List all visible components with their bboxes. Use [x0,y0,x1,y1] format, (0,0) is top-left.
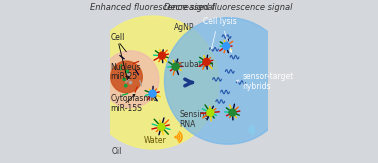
Circle shape [223,43,230,50]
Circle shape [123,78,125,81]
Text: miR-25: miR-25 [111,72,138,81]
Circle shape [207,109,214,116]
Circle shape [158,123,165,130]
Text: Oil: Oil [112,147,122,156]
Circle shape [203,59,210,65]
Circle shape [248,129,249,131]
Circle shape [86,16,219,149]
Text: miR-15S: miR-15S [111,104,143,113]
Circle shape [159,52,166,59]
Text: Incubation: Incubation [173,60,214,69]
Text: Enhanced fluorescence signal: Enhanced fluorescence signal [90,3,215,12]
Text: Nucleus: Nucleus [111,63,141,72]
Circle shape [149,90,156,97]
Circle shape [126,70,129,73]
Circle shape [124,84,127,87]
Circle shape [164,18,291,144]
Text: hybrids: hybrids [242,82,271,91]
Circle shape [129,81,132,84]
Circle shape [229,109,236,116]
Circle shape [175,136,176,138]
Text: RNA: RNA [179,120,195,129]
Circle shape [111,61,143,93]
Circle shape [172,63,179,70]
Text: Cell: Cell [111,33,125,42]
Circle shape [102,51,159,108]
Text: AgNP: AgNP [174,23,194,32]
Text: Sensing: Sensing [179,110,209,119]
Text: sensor-target: sensor-target [242,72,294,81]
Circle shape [128,73,130,76]
Text: Cell lysis: Cell lysis [203,17,237,26]
Text: Decreased fluorescence signal: Decreased fluorescence signal [164,3,292,12]
Text: Water: Water [144,136,167,145]
Text: Cytoplasmic: Cytoplasmic [111,95,158,104]
